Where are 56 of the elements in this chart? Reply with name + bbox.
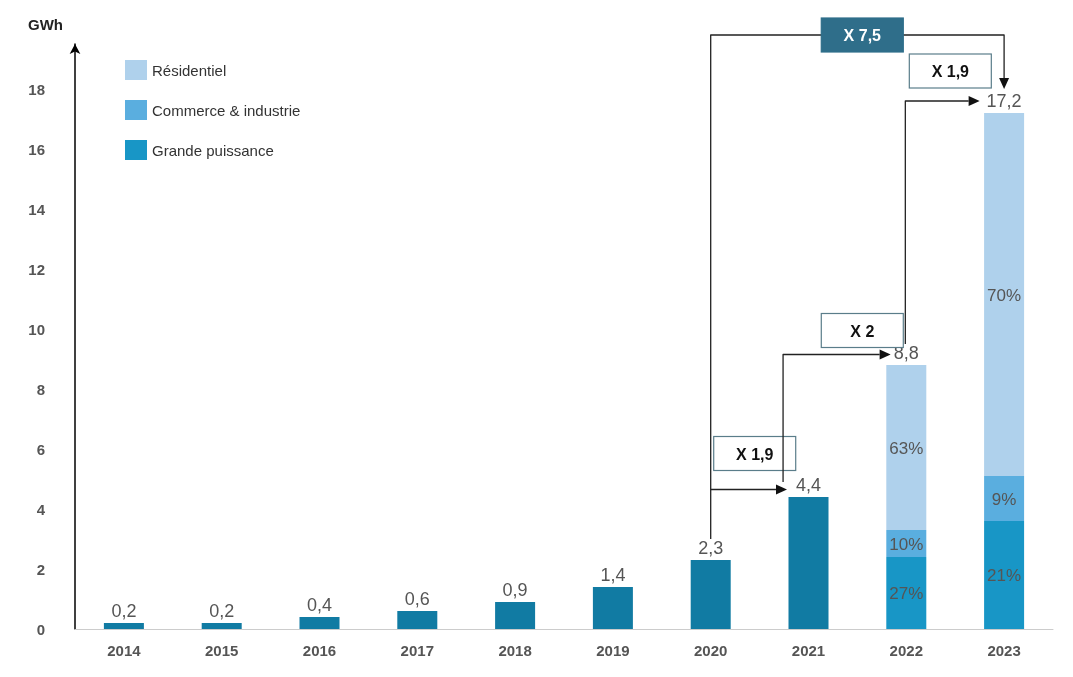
annotation: 63% (889, 438, 924, 458)
y-axis-title: GWh (28, 16, 63, 33)
x-tick-label: 2014 (107, 642, 142, 659)
total-label: 0,2 (209, 601, 235, 621)
y-tick-label: 0 (36, 620, 45, 638)
bar (984, 521, 1025, 629)
y-tick-label: 14 (28, 200, 46, 218)
legend-label: Grande puissance (152, 141, 274, 159)
bar (984, 476, 1025, 521)
bar (201, 623, 242, 629)
bar (690, 560, 731, 629)
annotation: X 1,9 (931, 63, 970, 80)
y-tick-label: 8 (36, 380, 45, 398)
total-label: 17,2 (986, 91, 1022, 111)
annotation: 70% (987, 285, 1022, 305)
x-tick-label: 2022 (889, 642, 923, 659)
x-tick-label: 2018 (498, 642, 532, 659)
bar (592, 587, 633, 629)
total-label: 2,3 (698, 538, 724, 558)
y-tick-label: 18 (28, 80, 45, 98)
y-tick-label: 10 (28, 320, 45, 338)
total-label: 4,4 (795, 475, 822, 495)
total-label: 1,4 (600, 565, 626, 585)
y-tick-label: 2 (36, 560, 45, 578)
x-tick-label: 2017 (400, 642, 434, 659)
bar (397, 611, 438, 629)
x-tick-label: 2015 (205, 642, 239, 659)
bar (886, 557, 927, 629)
x-tick-label: 2023 (987, 642, 1021, 659)
total-label: 0,9 (502, 580, 528, 600)
bar (103, 623, 144, 629)
total-label: 0,2 (111, 601, 137, 621)
annotation: 21% (987, 566, 1022, 585)
x-tick-label: 2019 (596, 642, 630, 659)
annotation: 10% (889, 534, 924, 554)
bar (299, 617, 340, 629)
y-tick-label: 4 (36, 500, 46, 518)
annotation: 27% (889, 584, 924, 603)
annotation: X 1,9 (736, 445, 774, 463)
total-label: 0,4 (306, 595, 333, 615)
bar (788, 497, 829, 629)
annotation: X 2 (850, 322, 875, 340)
x-tick-label: 2020 (694, 642, 728, 659)
bar (495, 602, 536, 629)
bar (984, 113, 1025, 476)
annotation: X 7,5 (843, 27, 882, 44)
x-tick-label: 2021 (791, 642, 826, 659)
y-tick-label: 6 (36, 440, 45, 458)
annotation: 9% (991, 489, 1017, 509)
y-tick-label: 12 (28, 260, 45, 278)
legend-label: Résidentiel (152, 61, 227, 79)
bar (886, 365, 927, 530)
y-tick-label: 16 (28, 140, 45, 158)
x-tick-label: 2016 (302, 642, 337, 659)
total-label: 0,6 (404, 589, 430, 609)
legend-label: Commerce & industrie (152, 101, 301, 119)
